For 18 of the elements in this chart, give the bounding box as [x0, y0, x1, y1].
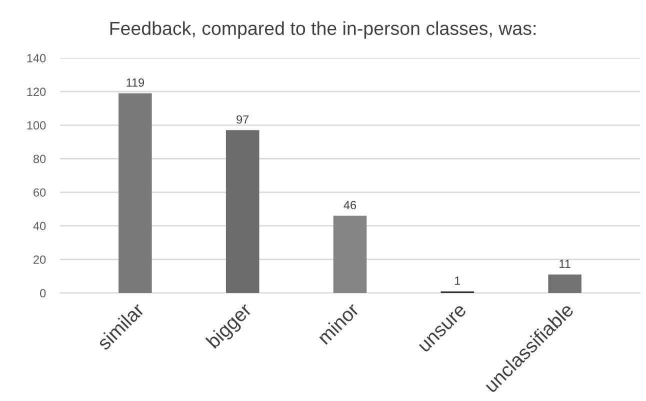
bar — [333, 216, 367, 293]
y-tick-label: 140 — [27, 54, 46, 62]
bar — [226, 130, 260, 293]
y-tick-label: 60 — [34, 188, 46, 197]
y-tick-label: 40 — [33, 222, 46, 230]
y-tick-label: 20 — [34, 255, 46, 264]
y-tick-label: 0 — [40, 289, 46, 298]
data-label: 1 — [455, 276, 460, 285]
data-label: 97 — [236, 115, 249, 124]
data-label: 46 — [344, 200, 356, 210]
y-tick-label: 120 — [27, 88, 46, 96]
chart-title: Feedback, compared to the in-person classes, was: — [110, 21, 536, 39]
bar — [548, 274, 582, 293]
data-label: 11 — [560, 260, 570, 268]
y-tick-label: 80 — [33, 154, 46, 164]
bar — [118, 93, 152, 293]
data-label: 119 — [126, 78, 144, 87]
y-tick-label: 100 — [27, 121, 46, 130]
